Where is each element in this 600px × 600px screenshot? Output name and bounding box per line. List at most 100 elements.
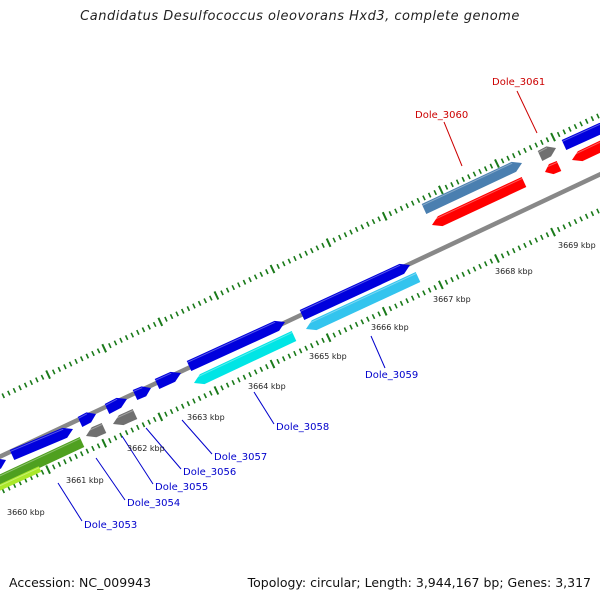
tick-mark <box>410 295 415 301</box>
tick-mark <box>203 298 208 304</box>
gene-label-dole-3057[interactable]: Dole_3057 <box>214 452 267 463</box>
gene-highlight <box>538 147 548 153</box>
gene-arrow-lower-lightgreen[interactable] <box>0 466 42 492</box>
gene-arrow-upper-4[interactable] <box>132 386 151 400</box>
accession-text: Accession: NC_009943 <box>9 575 152 590</box>
label-leader-line <box>516 90 538 134</box>
tick-mark <box>141 327 146 333</box>
tick-marks <box>1 113 600 494</box>
gene-label-dole-3059[interactable]: Dole_3059 <box>365 370 418 381</box>
tick-mark <box>130 332 135 338</box>
tick-mark <box>231 379 236 386</box>
tick-mark <box>489 163 494 169</box>
gene-arrow-dole-3060-lower[interactable] <box>432 177 527 227</box>
label-leader-line <box>181 419 213 455</box>
label-leaders <box>57 90 538 522</box>
tick-mark <box>51 464 56 470</box>
label-leader-line <box>443 121 463 167</box>
tick-mark <box>108 437 112 444</box>
tick-mark <box>157 412 164 422</box>
gene-arrow-upper-7[interactable] <box>299 263 410 320</box>
tick-mark <box>119 337 123 343</box>
gene-arrow-upper-3[interactable] <box>104 397 127 414</box>
tick-mark <box>253 274 258 280</box>
tick-mark <box>455 274 460 280</box>
gene-arrow-lower-green[interactable] <box>0 437 85 487</box>
gene-arrow-lower-grey-1[interactable] <box>86 423 107 438</box>
gene-arrow-dole-3058[interactable] <box>194 331 297 385</box>
tick-mark <box>152 416 157 423</box>
gene-highlight <box>133 387 143 392</box>
gene-label-dole-3058[interactable]: Dole_3058 <box>276 422 329 433</box>
scale-label: 3667 kbp <box>433 295 471 304</box>
gene-arrow-upper-2[interactable] <box>77 412 96 427</box>
tick-mark <box>467 269 471 275</box>
tick-mark <box>29 379 34 386</box>
tick-mark <box>325 333 332 343</box>
tick-mark <box>265 364 269 370</box>
gene-arrow-lower-grey-2[interactable] <box>113 409 138 426</box>
tick-mark <box>197 300 202 306</box>
tick-mark <box>523 147 527 153</box>
gene-arrow-dole-3060-upper[interactable] <box>421 161 522 214</box>
tick-mark <box>332 237 337 243</box>
tick-mark <box>119 432 123 438</box>
tick-mark <box>101 438 108 448</box>
tick-mark <box>579 216 583 222</box>
gene-label-dole-3055[interactable]: Dole_3055 <box>155 482 208 493</box>
tick-mark <box>315 340 320 346</box>
gene-label-dole-3060[interactable]: Dole_3060 <box>415 110 468 121</box>
tick-mark <box>534 142 539 148</box>
tick-mark <box>416 292 421 299</box>
gene-arrow-upper-5[interactable] <box>154 371 181 389</box>
tick-mark <box>550 227 556 237</box>
tick-mark <box>213 290 220 300</box>
tick-mark <box>416 197 421 204</box>
gene-arrow-upper-6[interactable] <box>186 320 285 371</box>
tick-mark <box>220 385 224 391</box>
tick-mark <box>579 121 583 127</box>
gene-label-dole-3054[interactable]: Dole_3054 <box>127 498 180 509</box>
gene-label-dole-3053[interactable]: Dole_3053 <box>84 520 137 531</box>
gene-arrow-upper-8[interactable] <box>561 122 600 150</box>
tick-mark <box>427 192 432 198</box>
tick-mark <box>1 393 6 399</box>
gene-arrow-upper-1[interactable] <box>9 427 73 460</box>
tick-mark <box>540 139 544 146</box>
map-title: Candidatus Desulfococcus oleovorans Hxd3… <box>80 9 520 24</box>
gene-arrow-dole-3061-lower[interactable] <box>545 161 562 175</box>
tick-mark <box>147 324 151 330</box>
gene-arrow-dole-3059[interactable] <box>306 272 421 331</box>
tick-mark <box>467 174 471 180</box>
gene-arrow-left-edge[interactable] <box>0 458 6 473</box>
tick-mark <box>381 211 388 221</box>
tick-mark <box>157 317 164 327</box>
tick-mark <box>343 232 348 238</box>
gene-labels: Dole_3053 Dole_3054 Dole_3055 Dole_3056 … <box>84 77 545 531</box>
tick-mark <box>276 358 280 365</box>
tick-mark <box>253 369 258 375</box>
tick-mark <box>437 185 444 195</box>
tick-mark <box>433 284 438 291</box>
tick-mark <box>349 324 353 330</box>
tick-mark <box>354 321 359 328</box>
tick-mark <box>472 266 477 272</box>
tick-mark <box>12 387 17 394</box>
gene-features <box>0 122 600 492</box>
tick-mark <box>437 280 444 290</box>
gene-label-dole-3061[interactable]: Dole_3061 <box>492 77 545 88</box>
tick-mark <box>281 261 286 267</box>
gene-arrow-lower-red-right[interactable] <box>572 137 600 162</box>
tick-mark <box>381 306 388 316</box>
tick-mark <box>40 469 45 475</box>
gene-highlight <box>304 272 417 326</box>
gene-label-dole-3056[interactable]: Dole_3056 <box>183 467 236 478</box>
gene-arrow-dole-3061-upper[interactable] <box>537 146 556 161</box>
tick-mark <box>192 398 196 404</box>
tick-mark <box>573 218 578 225</box>
scale-label: 3668 kbp <box>495 267 533 276</box>
tick-mark <box>147 419 151 425</box>
tick-mark <box>394 303 398 309</box>
tick-mark <box>472 171 477 177</box>
tick-mark <box>394 208 398 214</box>
